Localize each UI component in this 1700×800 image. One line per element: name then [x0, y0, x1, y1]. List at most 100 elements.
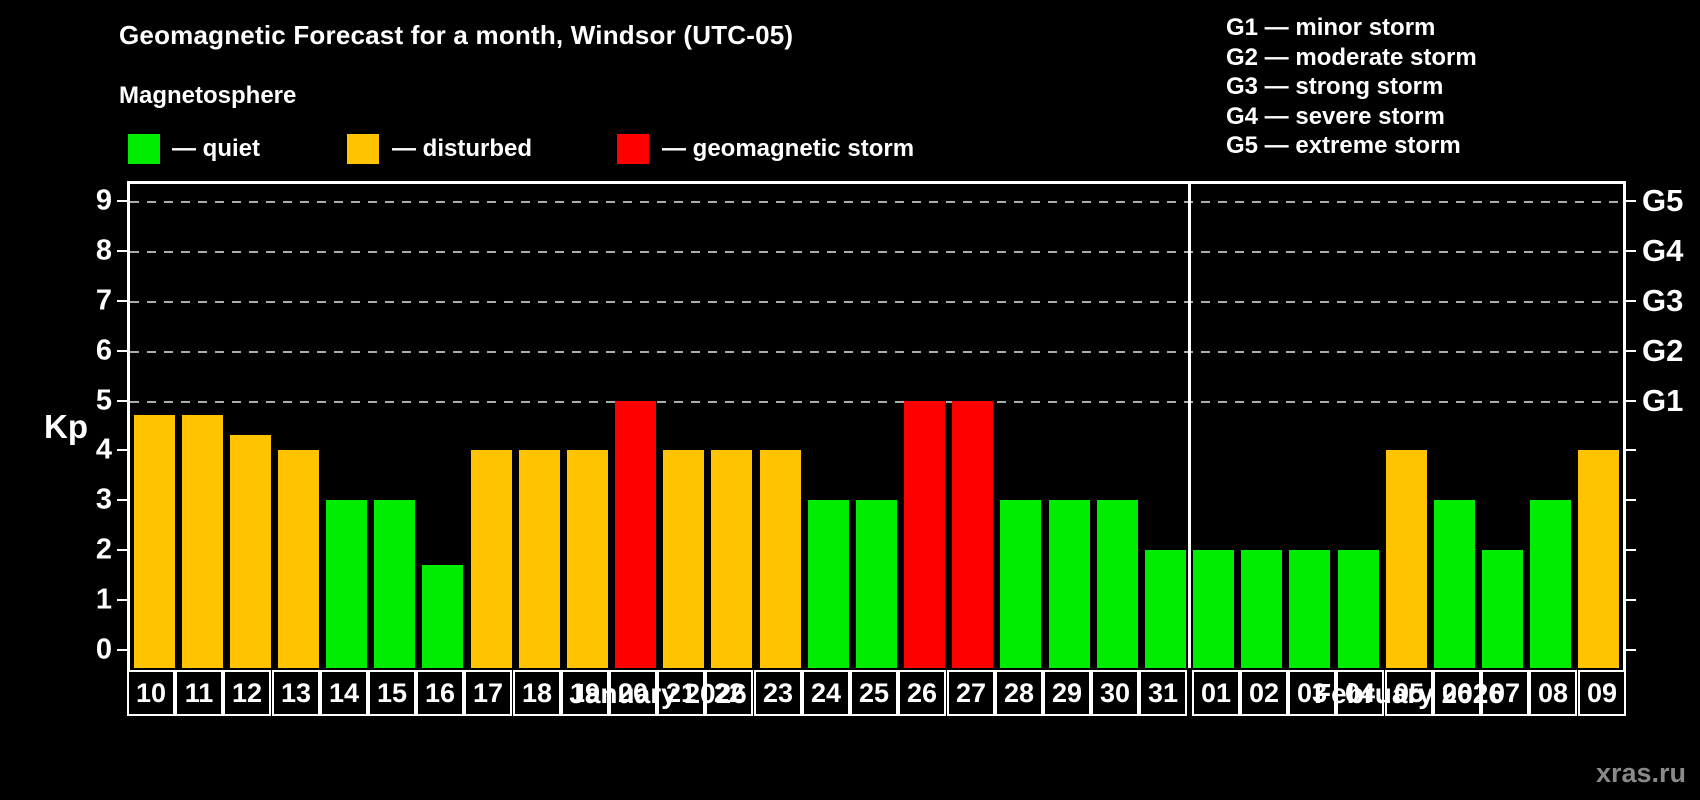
kp-bar-day-16	[422, 565, 463, 668]
right-axis-label-g3: G3	[1642, 283, 1684, 318]
y-axis-title: Kp	[44, 408, 88, 445]
month-label-january: January 2026	[569, 678, 747, 709]
day-cell-26: 26	[898, 670, 946, 716]
gridline-kp9	[130, 201, 1623, 203]
y-axis-label-7: 7	[95, 284, 112, 317]
y-axis-tick-2	[117, 549, 130, 551]
chart-title: Geomagnetic Forecast for a month, Windso…	[119, 20, 794, 50]
right-axis-tick-1	[1623, 599, 1636, 601]
day-cell-15: 15	[368, 670, 416, 716]
right-axis-tick-0	[1623, 649, 1636, 651]
day-cell-08: 08	[1529, 670, 1577, 716]
day-cell-18: 18	[513, 670, 561, 716]
day-cell-16: 16	[416, 670, 464, 716]
kp-bar-day-20	[615, 401, 656, 668]
day-cell-10: 10	[127, 670, 175, 716]
kp-bar-day-13	[278, 450, 319, 668]
day-cell-29: 29	[1043, 670, 1091, 716]
day-cell-03: 03	[1288, 670, 1336, 716]
gridline-kp8	[130, 251, 1623, 253]
right-axis-tick-4	[1623, 449, 1636, 451]
right-axis-tick-6	[1623, 350, 1636, 352]
y-axis-tick-8	[117, 250, 130, 252]
kp-bar-day-03	[1289, 550, 1330, 668]
right-axis-tick-7	[1623, 300, 1636, 302]
right-axis-tick-9	[1623, 200, 1636, 202]
right-axis-label-g4: G4	[1642, 233, 1684, 268]
kp-bar-day-11	[182, 415, 223, 668]
g5-legend-line: G5 — extreme storm	[1226, 132, 1461, 159]
y-axis-tick-6	[117, 350, 130, 352]
kp-bar-day-07	[1482, 550, 1523, 668]
kp-bar-day-04	[1338, 550, 1379, 668]
gridline-kp6	[130, 351, 1623, 353]
y-axis-label-5: 5	[95, 384, 112, 417]
y-axis-label-1: 1	[95, 583, 112, 616]
kp-bar-day-21	[663, 450, 704, 668]
kp-bar-day-27	[952, 401, 993, 668]
day-cell-19: 19	[561, 670, 609, 716]
kp-bar-day-08	[1530, 500, 1571, 668]
kp-bar-day-30	[1097, 500, 1138, 668]
storm-legend-label: — geomagnetic storm	[662, 135, 915, 162]
disturbed-legend-label: — disturbed	[392, 135, 533, 162]
kp-bar-day-25	[856, 500, 897, 668]
day-cell-25: 25	[850, 670, 898, 716]
right-axis-label-g1: G1	[1642, 383, 1684, 418]
disturbed-color-swatch	[347, 134, 379, 164]
y-axis-label-9: 9	[95, 184, 112, 217]
quiet-color-swatch	[128, 134, 160, 164]
day-cell-04: 04	[1336, 670, 1384, 716]
chart-subtitle: Magnetosphere	[119, 82, 297, 109]
kp-bar-day-19	[567, 450, 608, 668]
day-cell-06: 06	[1433, 670, 1481, 716]
day-cell-12: 12	[223, 670, 271, 716]
kp-bar-day-14	[326, 500, 367, 668]
kp-bar-day-31	[1145, 550, 1186, 668]
status-legend: — quiet — disturbed — geomagnetic storm	[0, 134, 1100, 164]
day-cell-13: 13	[272, 670, 320, 716]
gridline-kp7	[130, 301, 1623, 303]
day-cell-20: 20	[609, 670, 657, 716]
day-cell-27: 27	[947, 670, 995, 716]
kp-bar-day-05	[1386, 450, 1427, 668]
kp-bar-day-22	[711, 450, 752, 668]
g-scale-legend: G1 — minor storm G2 — moderate storm G3 …	[1226, 13, 1477, 161]
kp-bar-day-26	[904, 401, 945, 668]
day-cell-02: 02	[1240, 670, 1288, 716]
day-cell-24: 24	[802, 670, 850, 716]
day-cell-11: 11	[175, 670, 223, 716]
y-axis-label-6: 6	[95, 334, 112, 367]
day-cell-09: 09	[1578, 670, 1626, 716]
storm-color-swatch	[617, 134, 649, 164]
g4-legend-line: G4 — severe storm	[1226, 102, 1445, 130]
g2-legend-line: G2 — moderate storm	[1226, 43, 1477, 71]
y-axis-label-2: 2	[95, 533, 112, 566]
kp-bar-day-02	[1241, 550, 1282, 668]
y-axis-label-8: 8	[95, 234, 112, 267]
kp-bar-day-01	[1193, 550, 1234, 668]
right-axis-tick-3	[1623, 499, 1636, 501]
quiet-legend-label: — quiet	[172, 135, 260, 162]
y-axis-tick-0	[117, 649, 130, 651]
gridline-kp5	[130, 401, 1623, 403]
plot-area-border	[127, 181, 1626, 671]
y-axis-label-4: 4	[95, 433, 112, 466]
kp-bar-day-28	[1000, 500, 1041, 668]
day-cell-01: 01	[1192, 670, 1240, 716]
right-axis-tick-2	[1623, 549, 1636, 551]
kp-bar-day-18	[519, 450, 560, 668]
kp-bar-day-15	[374, 500, 415, 668]
day-cell-21: 21	[657, 670, 705, 716]
right-axis-label-g2: G2	[1642, 333, 1684, 368]
day-cell-31: 31	[1139, 670, 1187, 716]
y-axis-tick-7	[117, 300, 130, 302]
right-axis-tick-5	[1623, 400, 1636, 402]
kp-bar-day-24	[808, 500, 849, 668]
day-cell-05: 05	[1385, 670, 1433, 716]
right-axis-label-g5: G5	[1642, 183, 1684, 218]
kp-bar-day-12	[230, 435, 271, 668]
kp-bar-day-23	[760, 450, 801, 668]
day-cell-14: 14	[320, 670, 368, 716]
